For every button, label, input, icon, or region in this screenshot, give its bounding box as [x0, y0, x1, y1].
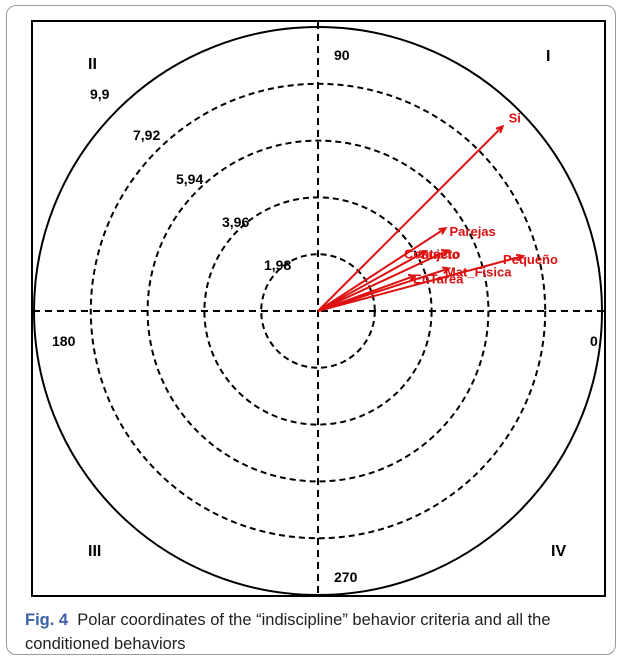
figure-caption: Fig. 4 Polar coordinates of the “indisci… — [25, 608, 605, 656]
angle-label-180: 180 — [52, 333, 76, 349]
vector-arrowhead — [438, 226, 448, 235]
vector-sujeto — [317, 250, 427, 312]
radial-tick-label: 7,92 — [133, 127, 160, 143]
radial-tick-label: 5,94 — [176, 171, 203, 187]
angle-label-90: 90 — [334, 47, 350, 63]
vector-arrowhead — [440, 249, 451, 257]
vector-contacto — [317, 249, 449, 312]
vector-arrowhead — [515, 253, 526, 262]
angle-label-270: 270 — [334, 569, 358, 585]
vector-pequeño — [317, 255, 524, 312]
vector-si — [317, 125, 504, 312]
vector-label: Parejas — [450, 224, 496, 239]
vector-label: Contacto — [404, 246, 460, 261]
angle-label-0: 0 — [590, 333, 598, 349]
vector-mat_fisica — [317, 267, 450, 312]
quadrant-label-IV: IV — [551, 543, 566, 560]
vector-arrowhead — [418, 250, 428, 258]
radial-tick-label: 1,98 — [264, 257, 291, 273]
radial-tick-label: 9,9 — [90, 86, 110, 102]
plot-box — [31, 20, 606, 597]
vector-arrowhead — [441, 266, 452, 275]
radial-tick-label: 3,96 — [222, 214, 249, 230]
vector-label: Pequeño — [503, 252, 558, 267]
figure-caption-text: Polar coordinates of the “indiscipline” … — [25, 611, 551, 653]
vector-parejas — [317, 227, 447, 312]
quadrant-label-II: II — [88, 56, 97, 73]
quadrant-label-III: III — [88, 543, 101, 560]
vector-label: Mat_Fisica — [445, 264, 512, 279]
vector-label: Si — [509, 110, 521, 125]
vector-arrowhead — [407, 273, 418, 282]
figure-label: Fig. 4 — [25, 611, 69, 629]
quadrant-label-I: I — [546, 48, 550, 65]
vector-arrowhead — [495, 124, 505, 134]
